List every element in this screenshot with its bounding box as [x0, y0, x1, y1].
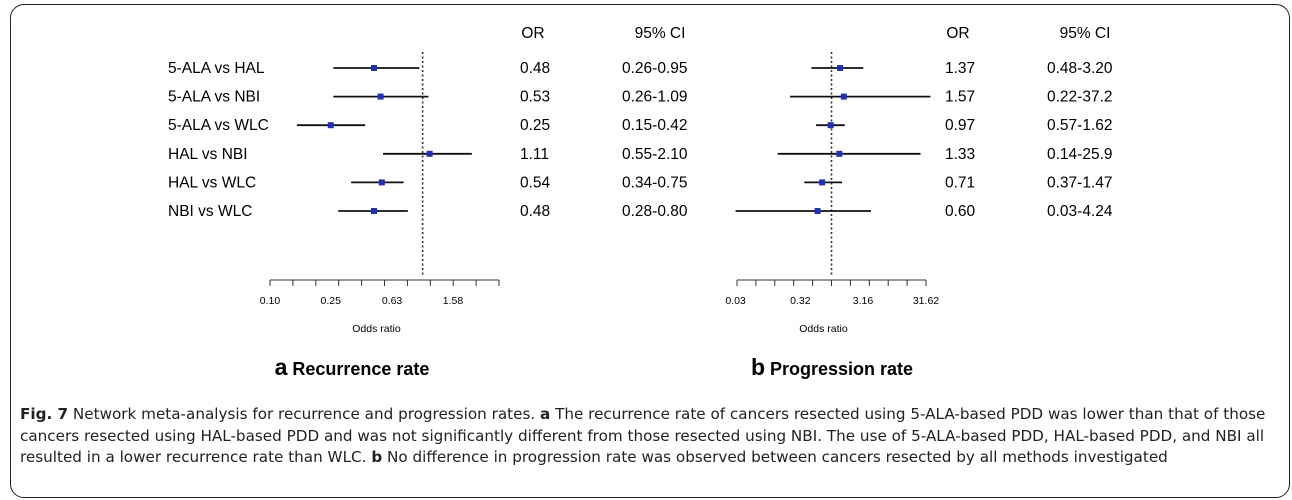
- or-point: [327, 122, 334, 129]
- x-tick-label: 0.25: [321, 295, 342, 307]
- x-tick-label: 0.63: [382, 295, 403, 307]
- caption-sentence-2: The recurrence rate of cancers resected …: [20, 405, 1266, 466]
- ci-value: 0.57-1.62: [1047, 117, 1113, 134]
- x-tick-label: 0.03: [725, 295, 746, 307]
- or-value: 1.37: [945, 60, 975, 77]
- or-point: [371, 65, 378, 71]
- x-axis-label: Odds ratio: [352, 323, 401, 335]
- panel-title: b Progression rate: [751, 354, 913, 380]
- or-value: 0.53: [520, 89, 550, 106]
- caption-a-label: a: [540, 405, 551, 423]
- or-point: [837, 65, 844, 71]
- or-point: [819, 179, 826, 186]
- or-value: 0.48: [520, 60, 550, 77]
- row-label: HAL vs WLC: [168, 174, 256, 191]
- or-value: 0.97: [945, 117, 975, 134]
- forest-plot-figure: OR 95% CI 5-ALA vs HAL 0.48 0.26-0.95 5-ALA v…: [168, 25, 1113, 380]
- or-value: 0.54: [520, 174, 551, 191]
- or-point: [426, 150, 433, 157]
- panel-title-text: Progression rate: [765, 359, 913, 379]
- caption-fig-label: Fig. 7: [20, 405, 69, 423]
- ci-value: 0.15-0.42: [622, 117, 688, 134]
- figure-caption: Fig. 7 Network meta-analysis for recurre…: [20, 404, 1275, 469]
- or-point: [378, 179, 385, 186]
- panel-title: a Recurrence rate: [275, 354, 430, 380]
- caption-sentence-1: Network meta-analysis for recurrence and…: [68, 405, 541, 423]
- or-point: [814, 208, 821, 214]
- or-point: [371, 208, 378, 214]
- caption-sentence-3: No difference in progression rate was ob…: [382, 448, 1168, 466]
- ci-value: 0.26-1.09: [622, 89, 688, 106]
- panel-letter: a: [275, 354, 288, 380]
- ci-value: 0.48-3.20: [1047, 60, 1113, 77]
- x-tick-label: 1.58: [443, 295, 464, 307]
- panel-letter: b: [751, 354, 765, 380]
- ci-value: 0.55-2.10: [622, 146, 688, 163]
- row-label: 5-ALA vs NBI: [168, 89, 260, 106]
- ci-value: 0.26-0.95: [622, 60, 688, 77]
- x-tick-label: 0.32: [790, 295, 811, 307]
- or-point: [836, 150, 843, 157]
- caption-b-label: b: [371, 448, 383, 466]
- ci-value: 0.34-0.75: [622, 174, 688, 191]
- or-value: 1.57: [945, 89, 975, 106]
- or-point: [840, 93, 847, 100]
- or-value: 0.71: [945, 174, 975, 191]
- ci-value: 0.22-37.2: [1047, 89, 1113, 106]
- ci-column-header: 95% CI: [635, 25, 686, 42]
- or-column-header: OR: [521, 25, 544, 42]
- row-label: 5-ALA vs WLC: [168, 117, 269, 134]
- or-value: 1.11: [520, 146, 549, 163]
- or-value: 0.25: [520, 117, 550, 134]
- x-tick-label: 3.16: [853, 295, 874, 307]
- or-point: [827, 122, 834, 129]
- x-tick-label: 0.10: [260, 295, 281, 307]
- x-tick-label: 31.62: [913, 295, 939, 307]
- or-point: [377, 93, 384, 100]
- ci-value: 0.37-1.47: [1047, 174, 1113, 191]
- panel-title-text: Recurrence rate: [287, 359, 429, 379]
- or-column-header: OR: [946, 25, 969, 42]
- row-label: 5-ALA vs HAL: [168, 60, 265, 77]
- or-value: 1.33: [945, 146, 975, 163]
- row-label: NBI vs WLC: [168, 203, 252, 220]
- ci-value: 0.28-0.80: [622, 203, 688, 220]
- x-axis-label: Odds ratio: [799, 323, 848, 335]
- ci-column-header: 95% CI: [1060, 25, 1111, 42]
- row-label: HAL vs NBI: [168, 146, 248, 163]
- or-value: 0.60: [945, 203, 976, 220]
- ci-value: 0.03-4.24: [1047, 203, 1113, 220]
- or-value: 0.48: [520, 203, 550, 220]
- ci-value: 0.14-25.9: [1047, 146, 1113, 163]
- figure-frame: [10, 4, 1290, 498]
